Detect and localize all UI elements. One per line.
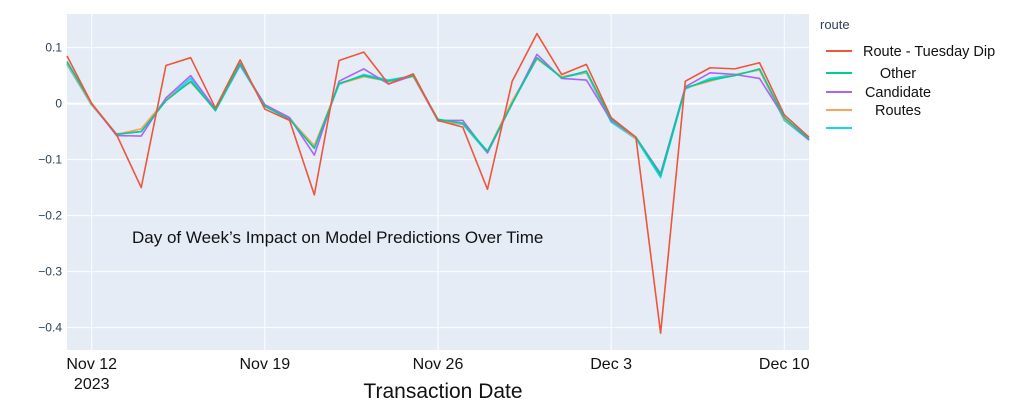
- x-tick-sublabel: 2023: [74, 376, 110, 393]
- legend[interactable]: route Route - Tuesday DipOtherCandidateR…: [820, 17, 995, 129]
- y-tick-label: −0.3: [38, 265, 62, 279]
- y-tick-label: −0.1: [38, 153, 62, 167]
- legend-item[interactable]: Candidate: [826, 85, 931, 101]
- x-axis-ticks: Nov 12 2023 Nov 19 Nov 26 Dec 3 Dec 10: [66, 356, 809, 393]
- legend-title: route: [820, 17, 850, 32]
- legend-item[interactable]: Route - Tuesday Dip: [826, 44, 995, 60]
- legend-item[interactable]: Other: [826, 66, 916, 82]
- gridlines: [67, 14, 809, 350]
- legend-items[interactable]: Route - Tuesday Dip Other Candidate Routes: [826, 44, 995, 129]
- x-tick-label: Nov 19: [240, 356, 291, 373]
- y-axis-ticks: 0.1 0 −0.1 −0.2 −0.3 −0.4: [38, 41, 62, 335]
- legend-label: Other: [880, 66, 916, 82]
- x-tick-label: Dec 10: [759, 356, 810, 373]
- x-tick-label: Nov 12: [66, 356, 117, 373]
- chart-annotation: Day of Week’s Impact on Model Prediction…: [132, 228, 543, 247]
- series-lines: [66, 32, 810, 335]
- series-line: [66, 32, 810, 335]
- y-tick-label: −0.2: [38, 209, 62, 223]
- legend-label: Candidate: [865, 85, 931, 101]
- y-tick-label: 0: [55, 97, 62, 111]
- x-tick-label: Dec 3: [590, 356, 632, 373]
- y-tick-label: 0.1: [45, 41, 62, 55]
- legend-label: Route - Tuesday Dip: [863, 44, 995, 60]
- x-axis-title: Transaction Date: [363, 380, 522, 403]
- y-tick-label: −0.4: [38, 321, 62, 335]
- legend-item[interactable]: Routes: [826, 103, 921, 119]
- legend-label: Routes: [875, 103, 921, 119]
- x-tick-label: Nov 26: [413, 356, 464, 373]
